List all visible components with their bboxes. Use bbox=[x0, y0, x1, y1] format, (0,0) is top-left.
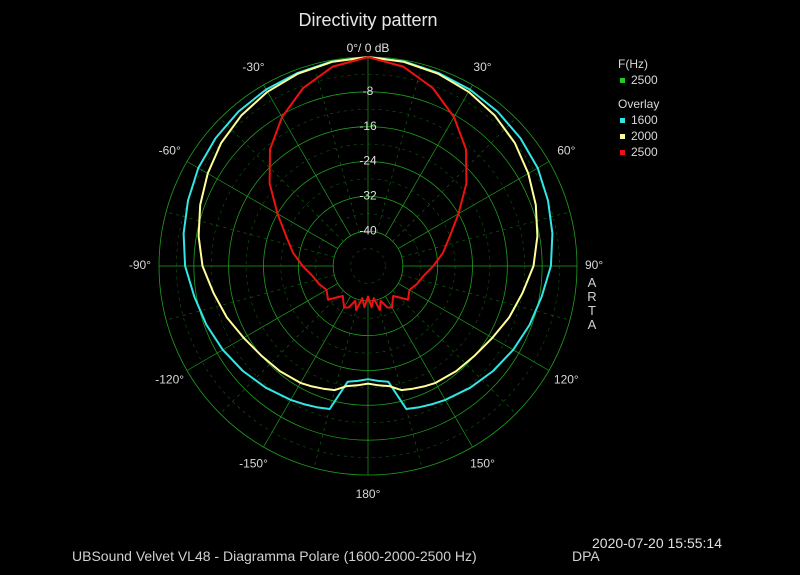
angle-tick-label: 180° bbox=[356, 487, 381, 501]
legend-item-overlay-2: 2000 bbox=[618, 128, 659, 144]
radial-tick-label: -32 bbox=[359, 189, 377, 203]
grid-spoke bbox=[401, 274, 570, 321]
legend-label-overlay-1: 1600 bbox=[631, 113, 658, 127]
series-line-2500 bbox=[268, 56, 468, 312]
legend-swatch-main bbox=[620, 77, 625, 83]
angle-tick-label: 30° bbox=[473, 60, 491, 74]
legend-item-overlay-1: 1600 bbox=[618, 112, 659, 128]
angle-tick-label: -90° bbox=[129, 258, 151, 272]
grid-spoke bbox=[397, 161, 550, 249]
grid-spoke bbox=[166, 211, 335, 258]
angle-tick-label: -60° bbox=[159, 144, 181, 158]
grid-ring-minor bbox=[350, 248, 386, 284]
angle-tick-label: -120° bbox=[155, 373, 184, 387]
chart-caption: UBSound Velvet VL48 - Diagramma Polare (… bbox=[72, 548, 477, 564]
grid-spoke bbox=[397, 283, 550, 371]
angle-tick-label: 60° bbox=[557, 144, 575, 158]
grid-spoke bbox=[392, 290, 517, 415]
legend-item-main: 2500 bbox=[618, 72, 659, 88]
legend-swatch-overlay-1 bbox=[620, 117, 625, 123]
legend-label-overlay-3: 2500 bbox=[631, 145, 658, 159]
grid-spoke bbox=[376, 299, 423, 468]
legend-swatch-overlay-2 bbox=[620, 133, 625, 139]
grid-spoke bbox=[186, 283, 339, 371]
grid-spoke bbox=[263, 295, 351, 448]
arta-letter: A bbox=[587, 275, 597, 290]
grid-spoke bbox=[392, 117, 517, 242]
grid-spoke bbox=[219, 290, 344, 415]
angle-tick-label: 90° bbox=[585, 258, 603, 272]
radial-tick-label: -40 bbox=[359, 223, 377, 237]
grid-spoke bbox=[376, 64, 423, 233]
angle-tick-label: -150° bbox=[239, 456, 268, 470]
chart-title: Directivity pattern bbox=[298, 10, 438, 30]
legend-label-main: 2500 bbox=[631, 73, 658, 87]
grid-spoke bbox=[385, 84, 473, 237]
radial-tick-label: 0°/ 0 dB bbox=[347, 41, 390, 55]
grid-spoke bbox=[166, 274, 335, 321]
radial-tick-label: -24 bbox=[359, 154, 377, 168]
series-line-2000 bbox=[197, 56, 539, 392]
legend-item-overlay-3: 2500 bbox=[618, 144, 659, 160]
grid-ring bbox=[332, 230, 404, 302]
legend-swatch-overlay-3 bbox=[620, 149, 625, 155]
grid-spoke bbox=[401, 211, 570, 258]
angle-tick-label: 150° bbox=[470, 456, 495, 470]
arta-letter: T bbox=[588, 303, 596, 318]
legend-header: F(Hz) bbox=[618, 57, 648, 71]
timestamp: 2020-07-20 15:55:14 bbox=[592, 535, 722, 551]
radial-tick-label: -16 bbox=[359, 119, 377, 133]
legend-label-overlay-2: 2000 bbox=[631, 129, 658, 143]
grid-spoke bbox=[385, 295, 473, 448]
grid-spoke bbox=[219, 117, 344, 242]
angle-tick-label: 120° bbox=[554, 373, 579, 387]
legend: F(Hz) 2500 Overlay 1600 2000 2500 bbox=[618, 56, 659, 160]
radial-tick-label: -8 bbox=[363, 84, 374, 98]
grid-spoke bbox=[186, 161, 339, 249]
arta-letter: A bbox=[587, 317, 597, 332]
series-line-1600 bbox=[182, 56, 554, 410]
grid-spoke bbox=[263, 84, 351, 237]
grid-spoke bbox=[313, 299, 360, 468]
legend-overlay-header: Overlay bbox=[618, 97, 660, 111]
grid-spoke bbox=[313, 64, 360, 233]
arta-letter: R bbox=[587, 289, 597, 304]
dpa-label: DPA bbox=[572, 548, 600, 564]
angle-tick-label: -30° bbox=[242, 60, 264, 74]
